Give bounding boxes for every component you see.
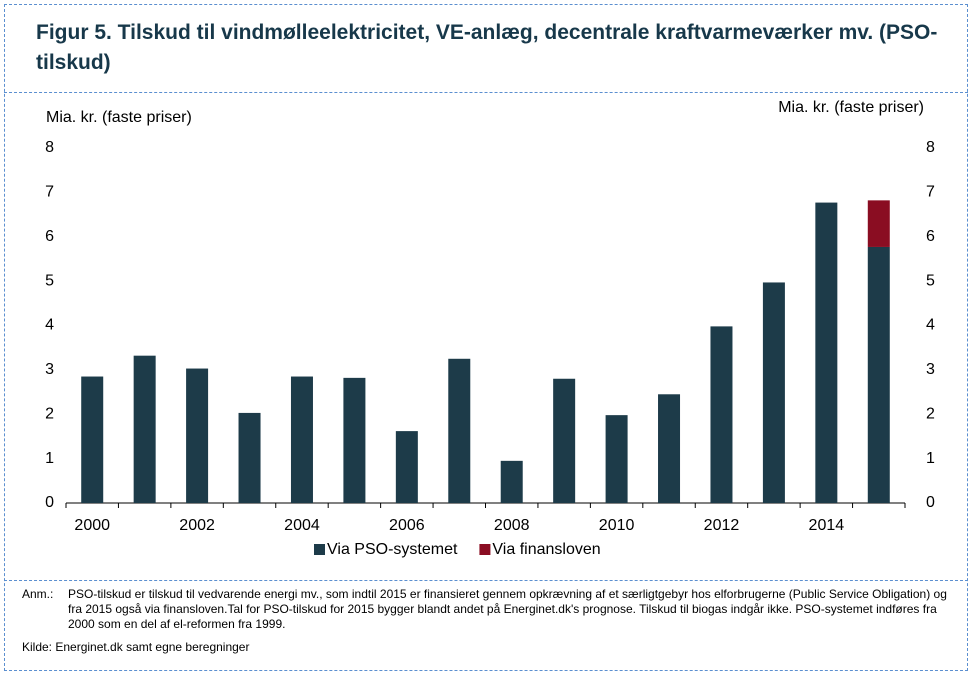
chart-title: Figur 5. Tilskud til vindmølleelektricit… [36,21,938,74]
x-tick-label: 2000 [74,517,110,534]
note-row: Anm.: PSO-tilskud er tilskud til vedvare… [22,587,952,632]
y2-tick-label: 4 [926,317,935,334]
bar [867,200,890,247]
legend-swatch [479,544,491,555]
bar [605,415,628,503]
note-label: Anm.: [22,587,54,601]
bar [867,246,890,504]
legend-swatch [314,544,325,555]
y-axis-label: Mia. kr. (faste priser) [46,109,192,126]
chart: Mia. kr. (faste priser) Mia. kr. (faste … [45,99,935,558]
notes: Anm.: PSO-tilskud er tilskud til vedvare… [22,587,952,655]
x-tick-label: 2014 [809,517,845,534]
y2-tick-label: 3 [926,361,935,378]
note: PSO-tilskud er tilskud til vedvarende en… [68,587,947,631]
y2-tick-label: 5 [926,272,935,289]
bar [448,358,471,503]
legend-label: Via finansloven [492,541,600,558]
y-tick-label: 7 [45,184,54,201]
bar [658,394,681,503]
y2-tick-label: 2 [926,405,935,422]
y-tick-label: 6 [45,228,54,245]
legend-label: Via PSO-systemet [327,541,458,558]
y2-tick-label: 0 [926,494,935,511]
x-tick-label: 2004 [284,517,320,534]
separator [4,92,968,93]
y-tick-label: 8 [45,139,54,156]
y2-tick-label: 7 [926,184,935,201]
bar [81,376,104,503]
bar [343,377,366,503]
y-tick-label: 5 [45,272,54,289]
bar [395,431,418,503]
x-tick-label: 2006 [389,517,425,534]
source: Kilde: Energinet.dk samt egne beregninge… [22,640,250,654]
frame [4,4,968,671]
y-tick-label: 1 [45,450,54,467]
y-tick-label: 0 [45,494,54,511]
y2-tick-label: 8 [926,139,935,156]
y-tick-label: 2 [45,405,54,422]
x-tick-label: 2012 [704,517,740,534]
bar [710,326,733,503]
bar [553,378,576,503]
y-tick-label: 4 [45,317,54,334]
y2-tick-label: 1 [926,450,935,467]
x-tick-label: 2010 [599,517,635,534]
bar [500,460,523,503]
bar [762,282,785,503]
bar [133,355,156,503]
bar [815,202,838,504]
bar [186,368,209,503]
y2-axis-label: Mia. kr. (faste priser) [778,99,924,116]
y2-tick-label: 6 [926,228,935,245]
x-tick-label: 2008 [494,517,530,534]
bar [238,412,261,503]
x-tick-label: 2002 [179,517,215,534]
y-tick-label: 3 [45,361,54,378]
separator [4,580,968,581]
bar [290,376,313,503]
